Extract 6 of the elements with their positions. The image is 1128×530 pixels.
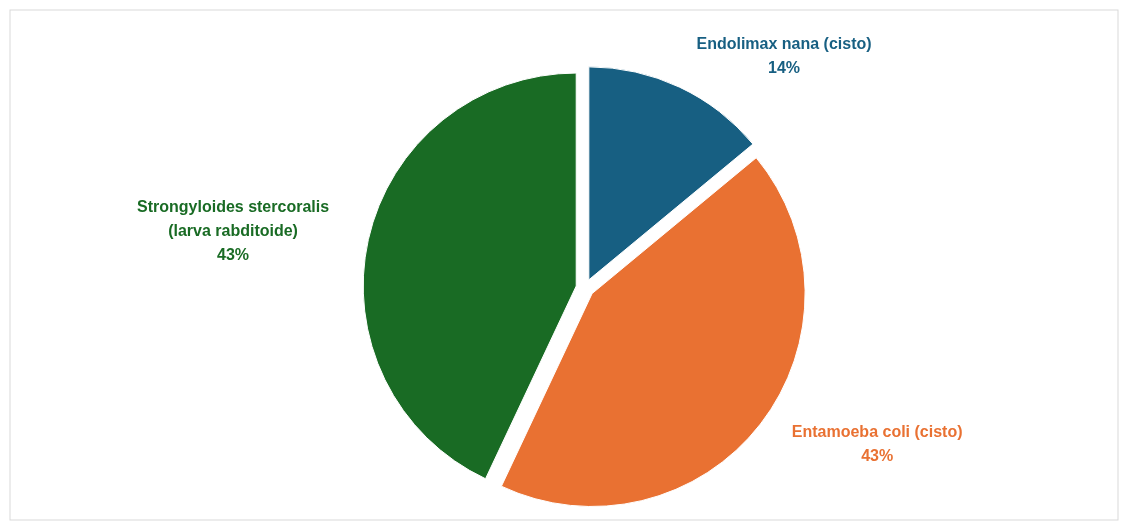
data-label: 43%: [217, 246, 250, 264]
slice-label: Endolimax nana (cisto): [696, 34, 872, 52]
data-label: 43%: [861, 446, 894, 464]
slice-label: Entamoeba coli (cisto): [791, 422, 963, 440]
slice-label: Strongyloides stercoralis (larva rabditoide): [137, 198, 330, 240]
data-label: 14%: [768, 58, 801, 76]
